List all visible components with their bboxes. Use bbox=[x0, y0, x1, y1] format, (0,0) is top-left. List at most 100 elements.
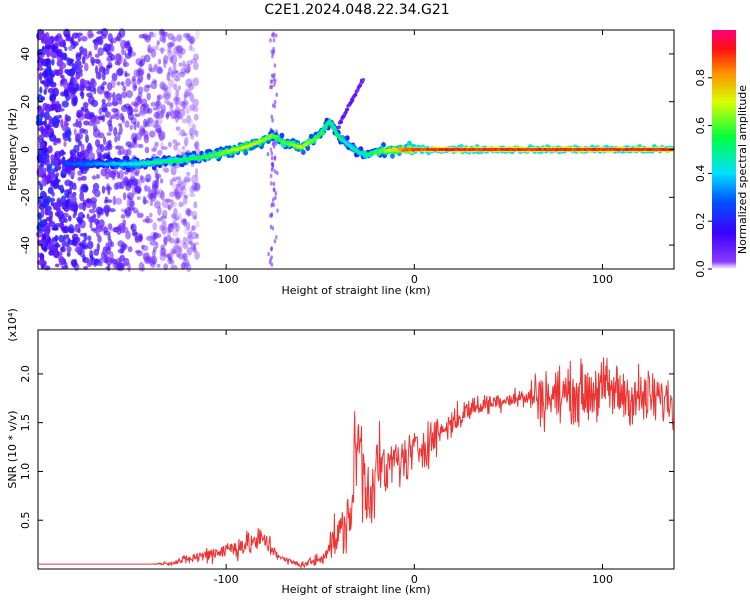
noise-speck bbox=[105, 65, 111, 71]
noise-speck bbox=[66, 251, 71, 257]
noise-speck bbox=[38, 203, 45, 211]
noise-speck bbox=[55, 172, 60, 178]
noise-speck bbox=[59, 66, 64, 77]
noise-speck bbox=[179, 239, 183, 247]
noise-speck bbox=[111, 98, 119, 107]
ridge-mark bbox=[381, 142, 386, 148]
noise-speck bbox=[189, 104, 195, 112]
noise-speck bbox=[43, 227, 49, 234]
streak-speck bbox=[269, 85, 272, 90]
noise-speck bbox=[166, 234, 172, 242]
noise-speck bbox=[191, 225, 197, 231]
noise-speck bbox=[178, 100, 186, 107]
noise-speck bbox=[63, 236, 67, 243]
noise-speck bbox=[52, 180, 58, 190]
noise-speck bbox=[77, 218, 83, 225]
noise-speck bbox=[143, 35, 151, 41]
noise-speck bbox=[122, 262, 129, 267]
noise-speck bbox=[137, 143, 144, 149]
noise-speck bbox=[149, 200, 153, 207]
noise-speck bbox=[191, 123, 196, 133]
noise-speck bbox=[143, 255, 151, 264]
noise-speck bbox=[172, 115, 177, 119]
noise-speck bbox=[163, 59, 167, 69]
noise-speck bbox=[77, 228, 81, 234]
noise-speck bbox=[168, 256, 172, 261]
noise-speck bbox=[72, 77, 78, 86]
noise-speck bbox=[87, 235, 92, 241]
noise-speck bbox=[189, 229, 193, 237]
noise-speck bbox=[68, 215, 72, 222]
noise-speck bbox=[161, 165, 167, 171]
noise-speck bbox=[61, 265, 69, 270]
noise-speck bbox=[60, 149, 65, 156]
noise-speck bbox=[184, 67, 191, 73]
noise-speck bbox=[176, 45, 183, 54]
noise-speck bbox=[43, 88, 47, 95]
noise-speck bbox=[195, 220, 200, 228]
noise-speck bbox=[176, 212, 183, 221]
noise-speck bbox=[57, 210, 64, 220]
streak-speck bbox=[274, 191, 278, 196]
noise-speck bbox=[181, 180, 187, 188]
noise-speck bbox=[112, 195, 117, 206]
noise-speck bbox=[61, 100, 69, 108]
noise-speck bbox=[190, 78, 196, 83]
streak-speck bbox=[270, 155, 274, 161]
noise-speck bbox=[47, 68, 54, 76]
noise-speck bbox=[92, 182, 100, 192]
noise-speck bbox=[160, 215, 167, 220]
noise-speck bbox=[39, 86, 43, 94]
noise-speck bbox=[48, 250, 55, 256]
ridge-mark bbox=[243, 150, 249, 156]
noise-speck bbox=[194, 142, 198, 149]
noise-speck bbox=[120, 208, 126, 213]
streak-speck bbox=[270, 167, 274, 172]
noise-speck bbox=[183, 104, 189, 111]
noise-speck bbox=[167, 44, 172, 53]
noise-speck bbox=[98, 224, 104, 230]
colorbar-tick-label: 0.2 bbox=[694, 212, 707, 230]
noise-speck bbox=[190, 47, 196, 52]
noise-speck bbox=[162, 219, 167, 230]
ridge-mark bbox=[300, 149, 306, 155]
noise-speck bbox=[105, 242, 109, 251]
noise-speck bbox=[195, 233, 200, 240]
y-tick-label: 20 bbox=[19, 95, 32, 109]
noise-speck bbox=[61, 226, 68, 234]
ridge-mark bbox=[337, 125, 341, 129]
noise-speck bbox=[95, 206, 104, 215]
snr-y-axis-label: SNR (10 * v/v) bbox=[6, 410, 19, 488]
noise-speck bbox=[174, 215, 180, 221]
noise-speck bbox=[118, 170, 124, 180]
noise-speck bbox=[189, 37, 195, 45]
noise-speck bbox=[81, 167, 88, 174]
noise-speck bbox=[108, 208, 116, 213]
noise-speck bbox=[122, 61, 130, 68]
noise-speck bbox=[40, 96, 46, 101]
noise-speck bbox=[141, 103, 150, 108]
noise-speck bbox=[99, 65, 104, 72]
noise-speck bbox=[119, 113, 124, 121]
noise-speck bbox=[152, 32, 157, 38]
noise-speck bbox=[49, 103, 57, 111]
streak-speck bbox=[270, 247, 273, 252]
noise-speck bbox=[166, 49, 171, 56]
noise-speck bbox=[186, 247, 193, 256]
noise-speck bbox=[39, 142, 45, 148]
noise-speck bbox=[163, 93, 171, 100]
noise-speck bbox=[172, 183, 178, 190]
noise-speck bbox=[118, 97, 123, 105]
noise-speck bbox=[43, 265, 51, 271]
noise-speck bbox=[193, 130, 197, 135]
noise-speck bbox=[175, 194, 181, 199]
streak-speck bbox=[273, 82, 276, 88]
noise-speck bbox=[60, 91, 65, 97]
noise-speck bbox=[177, 130, 182, 137]
noise-speck bbox=[72, 41, 79, 47]
streak-speck bbox=[267, 251, 270, 257]
noise-speck bbox=[103, 230, 111, 236]
noise-speck bbox=[172, 250, 177, 255]
noise-speck bbox=[159, 35, 165, 43]
noise-speck bbox=[88, 33, 95, 38]
